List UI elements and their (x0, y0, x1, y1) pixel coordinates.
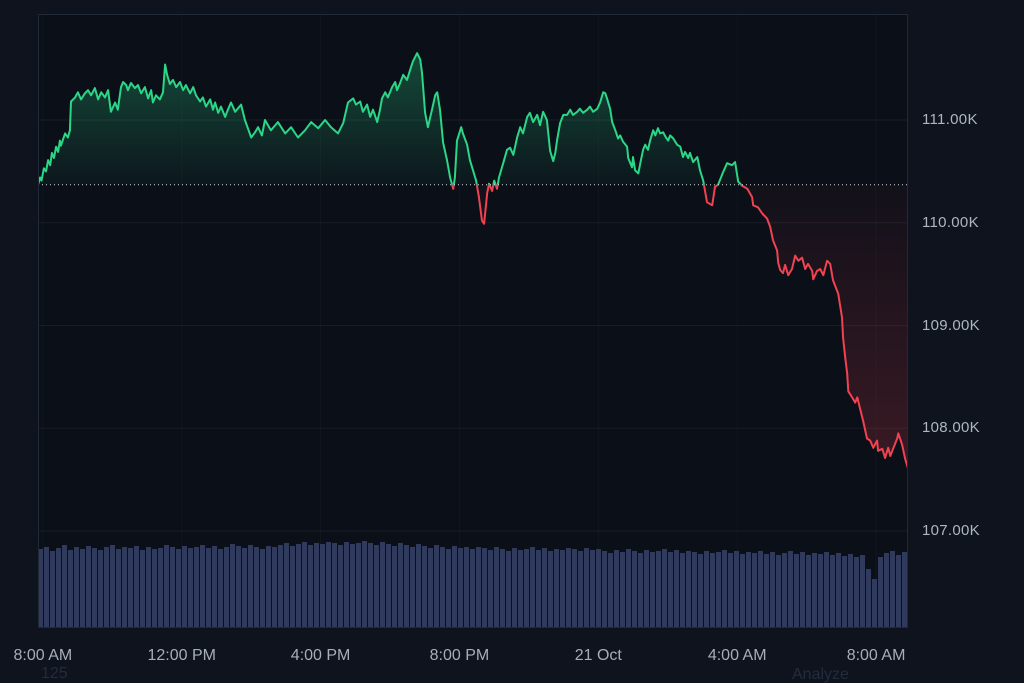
analyze-button[interactable]: Analyze (792, 666, 849, 683)
area-above-baseline (38, 53, 908, 185)
y-tick-label: 111.00K (922, 111, 978, 128)
x-tick-label: 8:00 PM (429, 647, 490, 664)
y-tick-label: 109.00K (922, 316, 980, 334)
area-below-baseline (38, 184, 908, 469)
price-line-up (38, 52, 743, 185)
x-tick-label: 12:00 PM (147, 647, 216, 664)
x-tick-label: 4:00 PM (290, 647, 351, 664)
price-line-down (38, 184, 908, 470)
x-tick-label: 8:00 AM (846, 647, 906, 664)
x-tick-label: 8:00 AM (13, 647, 73, 664)
volume-bars (38, 541, 907, 627)
y-tick-label: 110.00K (922, 213, 979, 231)
y-tick-label: 108.00K (922, 419, 980, 437)
y-tick-label: 107.00K (922, 522, 980, 539)
x-tick-label: 4:00 AM (707, 647, 767, 664)
footnote-125: 125 (41, 665, 68, 682)
plot-border (38, 14, 908, 628)
x-tick-label: 21 Oct (574, 647, 622, 664)
